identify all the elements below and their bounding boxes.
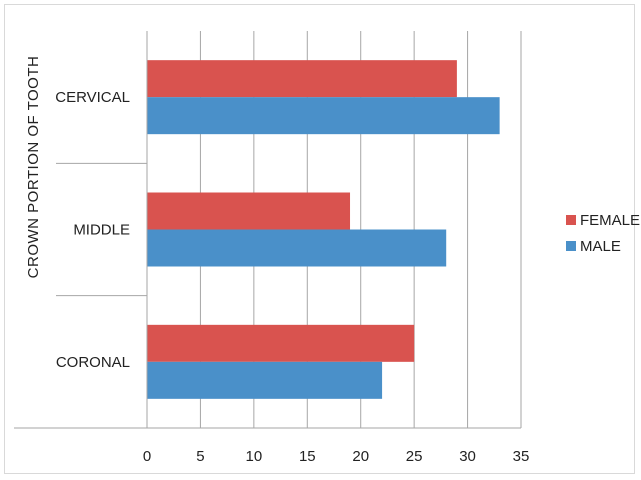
category-label: MIDDLE xyxy=(73,222,130,239)
bar-female-cervical xyxy=(147,60,457,98)
x-tick-label: 35 xyxy=(513,448,530,465)
x-tick-labels: 0 5 10 15 20 25 30 35 xyxy=(143,448,530,465)
legend: FEMALE MALE xyxy=(566,212,640,255)
bar-male-coronal xyxy=(147,361,383,399)
bar-female-middle xyxy=(147,192,351,230)
y-axis-title: CROWN PORTION OF TOOTH xyxy=(25,56,42,279)
legend-swatch xyxy=(566,215,576,225)
legend-label: MALE xyxy=(580,238,621,255)
bar-male-cervical xyxy=(147,97,500,135)
legend-swatch xyxy=(566,241,576,251)
bar-male-middle xyxy=(147,229,447,267)
category-labels: CERVICAL MIDDLE CORONAL xyxy=(55,89,130,371)
x-tick-label: 15 xyxy=(299,448,316,465)
bar-female-coronal xyxy=(147,324,415,362)
x-tick-label: 5 xyxy=(196,448,204,465)
x-tick-label: 20 xyxy=(352,448,369,465)
axes xyxy=(14,31,521,429)
x-tick-label: 10 xyxy=(246,448,263,465)
x-tick-label: 30 xyxy=(459,448,476,465)
category-label: CORONAL xyxy=(56,354,130,371)
x-tick-label: 25 xyxy=(406,448,423,465)
bars xyxy=(147,60,500,399)
category-label: CERVICAL xyxy=(55,89,130,106)
x-tick-label: 0 xyxy=(143,448,151,465)
legend-label: FEMALE xyxy=(580,212,640,229)
